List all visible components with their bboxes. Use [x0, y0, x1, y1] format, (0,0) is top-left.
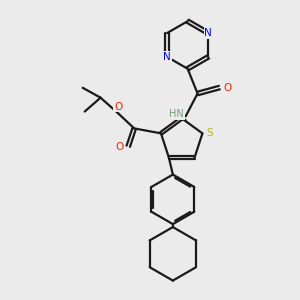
Text: N: N — [163, 52, 171, 62]
Text: O: O — [223, 82, 231, 93]
Text: S: S — [206, 128, 213, 138]
Text: O: O — [114, 102, 122, 112]
Text: N: N — [204, 28, 212, 38]
Text: O: O — [115, 142, 124, 152]
Text: HN: HN — [169, 109, 184, 119]
